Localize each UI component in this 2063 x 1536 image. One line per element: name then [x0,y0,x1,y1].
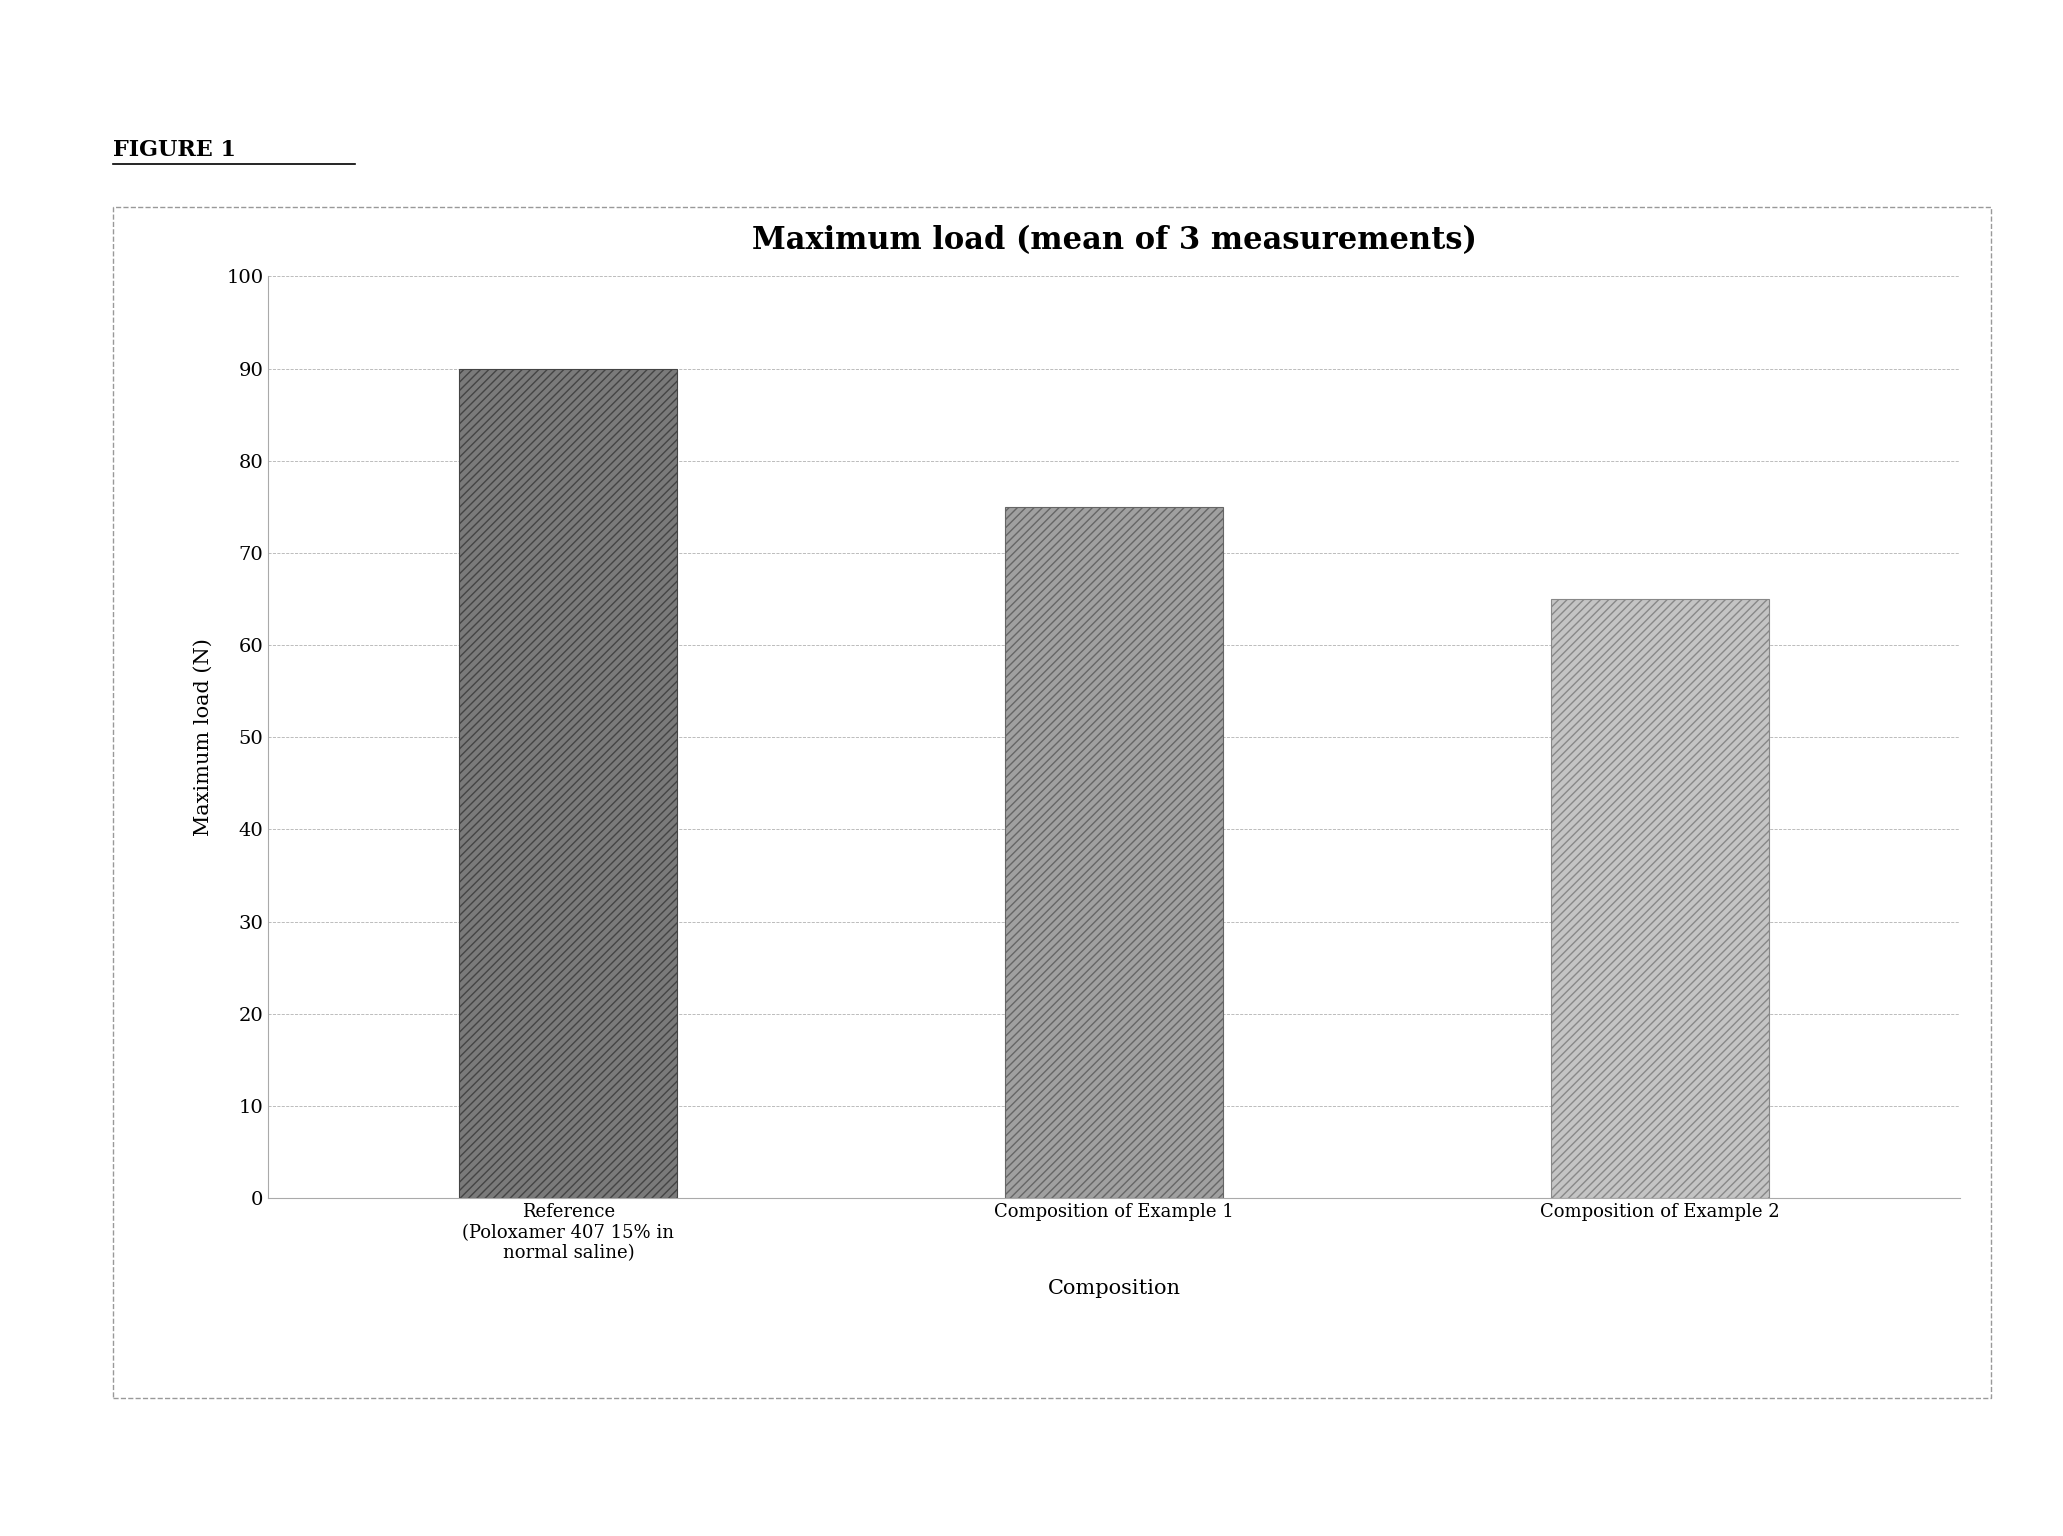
X-axis label: Composition: Composition [1048,1279,1180,1298]
Y-axis label: Maximum load (N): Maximum load (N) [194,639,212,836]
Bar [1551,599,1768,1198]
Bar [1005,507,1223,1198]
Title: Maximum load (mean of 3 measurements): Maximum load (mean of 3 measurements) [751,224,1477,255]
Text: FIGURE 1: FIGURE 1 [113,140,237,161]
Bar [460,369,677,1198]
